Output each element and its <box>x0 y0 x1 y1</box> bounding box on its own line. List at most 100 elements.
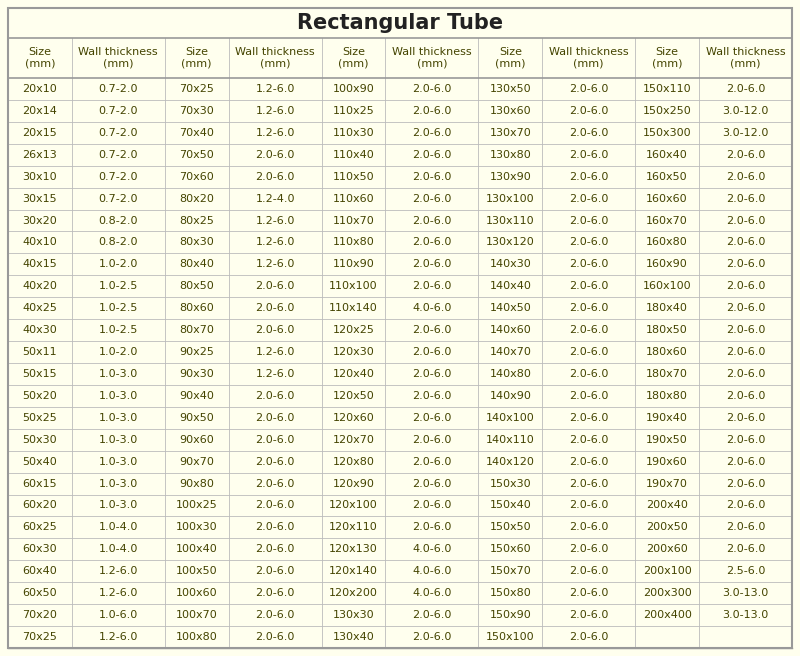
Text: 2.0-6.0: 2.0-6.0 <box>255 566 294 576</box>
Text: 1.2-6.0: 1.2-6.0 <box>255 84 294 94</box>
Text: 60x20: 60x20 <box>22 501 58 510</box>
Text: 160x60: 160x60 <box>646 194 688 203</box>
Text: 130x70: 130x70 <box>490 128 531 138</box>
Text: 2.0-6.0: 2.0-6.0 <box>412 391 451 401</box>
Text: 120x130: 120x130 <box>329 544 378 554</box>
Text: 2.0-6.0: 2.0-6.0 <box>412 150 451 159</box>
Text: 2.0-6.0: 2.0-6.0 <box>412 479 451 489</box>
Text: 1.0-6.0: 1.0-6.0 <box>98 610 138 620</box>
Text: 2.5-6.0: 2.5-6.0 <box>726 566 765 576</box>
Text: 0.8-2.0: 0.8-2.0 <box>98 216 138 226</box>
Text: 2.0-6.0: 2.0-6.0 <box>255 501 294 510</box>
Text: 2.0-6.0: 2.0-6.0 <box>412 369 451 379</box>
Text: Wall thickness
(mm): Wall thickness (mm) <box>392 47 472 69</box>
Text: 120x70: 120x70 <box>333 435 374 445</box>
Text: 110x60: 110x60 <box>333 194 374 203</box>
Text: 0.7-2.0: 0.7-2.0 <box>98 84 138 94</box>
Text: 70x40: 70x40 <box>179 128 214 138</box>
Text: Size
(mm): Size (mm) <box>652 47 682 69</box>
Text: 140x90: 140x90 <box>490 391 531 401</box>
Text: 2.0-6.0: 2.0-6.0 <box>569 566 608 576</box>
Text: 2.0-6.0: 2.0-6.0 <box>569 413 608 423</box>
Text: 2.0-6.0: 2.0-6.0 <box>569 457 608 466</box>
Text: 130x90: 130x90 <box>490 172 531 182</box>
Text: 2.0-6.0: 2.0-6.0 <box>255 391 294 401</box>
Text: 200x400: 200x400 <box>642 610 691 620</box>
Text: 150x60: 150x60 <box>490 544 531 554</box>
Text: 2.0-6.0: 2.0-6.0 <box>412 106 451 116</box>
Text: 1.2-6.0: 1.2-6.0 <box>255 237 294 247</box>
Text: 150x300: 150x300 <box>642 128 691 138</box>
Text: 0.7-2.0: 0.7-2.0 <box>98 106 138 116</box>
Text: 2.0-6.0: 2.0-6.0 <box>726 216 765 226</box>
Text: 70x20: 70x20 <box>22 610 58 620</box>
Text: 1.0-2.0: 1.0-2.0 <box>98 259 138 270</box>
Text: 130x100: 130x100 <box>486 194 534 203</box>
Text: 120x140: 120x140 <box>329 566 378 576</box>
Text: 26x13: 26x13 <box>22 150 58 159</box>
Text: 110x25: 110x25 <box>333 106 374 116</box>
Text: 120x60: 120x60 <box>333 413 374 423</box>
Text: 150x250: 150x250 <box>642 106 691 116</box>
Text: 4.0-6.0: 4.0-6.0 <box>412 566 451 576</box>
Text: 140x50: 140x50 <box>490 303 531 313</box>
Text: 180x50: 180x50 <box>646 325 688 335</box>
Text: 130x120: 130x120 <box>486 237 534 247</box>
Text: 200x300: 200x300 <box>642 588 691 598</box>
Text: 2.0-6.0: 2.0-6.0 <box>255 588 294 598</box>
Text: 60x50: 60x50 <box>22 588 58 598</box>
Text: 40x15: 40x15 <box>22 259 58 270</box>
Text: 0.7-2.0: 0.7-2.0 <box>98 172 138 182</box>
Text: 2.0-6.0: 2.0-6.0 <box>726 501 765 510</box>
Text: 60x40: 60x40 <box>22 566 58 576</box>
Text: 1.0-2.5: 1.0-2.5 <box>98 281 138 291</box>
Text: Wall thickness
(mm): Wall thickness (mm) <box>78 47 158 69</box>
Text: 2.0-6.0: 2.0-6.0 <box>255 610 294 620</box>
Text: 100x80: 100x80 <box>176 632 218 642</box>
Text: 2.0-6.0: 2.0-6.0 <box>412 610 451 620</box>
Text: 150x70: 150x70 <box>490 566 531 576</box>
Text: 100x70: 100x70 <box>176 610 218 620</box>
Text: 80x40: 80x40 <box>179 259 214 270</box>
Text: 160x90: 160x90 <box>646 259 688 270</box>
Text: 150x50: 150x50 <box>490 522 531 533</box>
Text: 100x40: 100x40 <box>176 544 218 554</box>
Text: Wall thickness
(mm): Wall thickness (mm) <box>235 47 315 69</box>
Text: 2.0-6.0: 2.0-6.0 <box>412 632 451 642</box>
Text: 120x25: 120x25 <box>333 325 374 335</box>
Text: 120x80: 120x80 <box>333 457 374 466</box>
Text: Size
(mm): Size (mm) <box>182 47 212 69</box>
Text: 2.0-6.0: 2.0-6.0 <box>569 84 608 94</box>
Text: 90x25: 90x25 <box>179 347 214 357</box>
Text: 4.0-6.0: 4.0-6.0 <box>412 303 451 313</box>
Text: 2.0-6.0: 2.0-6.0 <box>569 128 608 138</box>
Text: 1.2-6.0: 1.2-6.0 <box>255 347 294 357</box>
Text: 200x40: 200x40 <box>646 501 688 510</box>
Text: 2.0-6.0: 2.0-6.0 <box>412 501 451 510</box>
Text: 1.2-6.0: 1.2-6.0 <box>255 128 294 138</box>
Text: 2.0-6.0: 2.0-6.0 <box>569 194 608 203</box>
Text: 50x15: 50x15 <box>22 369 58 379</box>
Text: 2.0-6.0: 2.0-6.0 <box>255 435 294 445</box>
Text: 2.0-6.0: 2.0-6.0 <box>412 347 451 357</box>
Text: 150x110: 150x110 <box>642 84 691 94</box>
Text: 40x10: 40x10 <box>22 237 58 247</box>
Text: 200x100: 200x100 <box>642 566 691 576</box>
Text: 30x20: 30x20 <box>22 216 58 226</box>
Text: 140x30: 140x30 <box>490 259 531 270</box>
Text: 1.0-4.0: 1.0-4.0 <box>98 522 138 533</box>
Text: 2.0-6.0: 2.0-6.0 <box>726 544 765 554</box>
Text: 190x40: 190x40 <box>646 413 688 423</box>
Text: 130x80: 130x80 <box>490 150 531 159</box>
Text: 140x110: 140x110 <box>486 435 534 445</box>
Text: 1.0-4.0: 1.0-4.0 <box>98 544 138 554</box>
Text: 190x60: 190x60 <box>646 457 688 466</box>
Text: 50x40: 50x40 <box>22 457 58 466</box>
Text: 2.0-6.0: 2.0-6.0 <box>255 172 294 182</box>
Text: 90x40: 90x40 <box>179 391 214 401</box>
Text: 2.0-6.0: 2.0-6.0 <box>726 369 765 379</box>
Text: 100x25: 100x25 <box>176 501 218 510</box>
Text: 40x30: 40x30 <box>22 325 58 335</box>
Text: 2.0-6.0: 2.0-6.0 <box>726 84 765 94</box>
Text: 80x60: 80x60 <box>179 303 214 313</box>
